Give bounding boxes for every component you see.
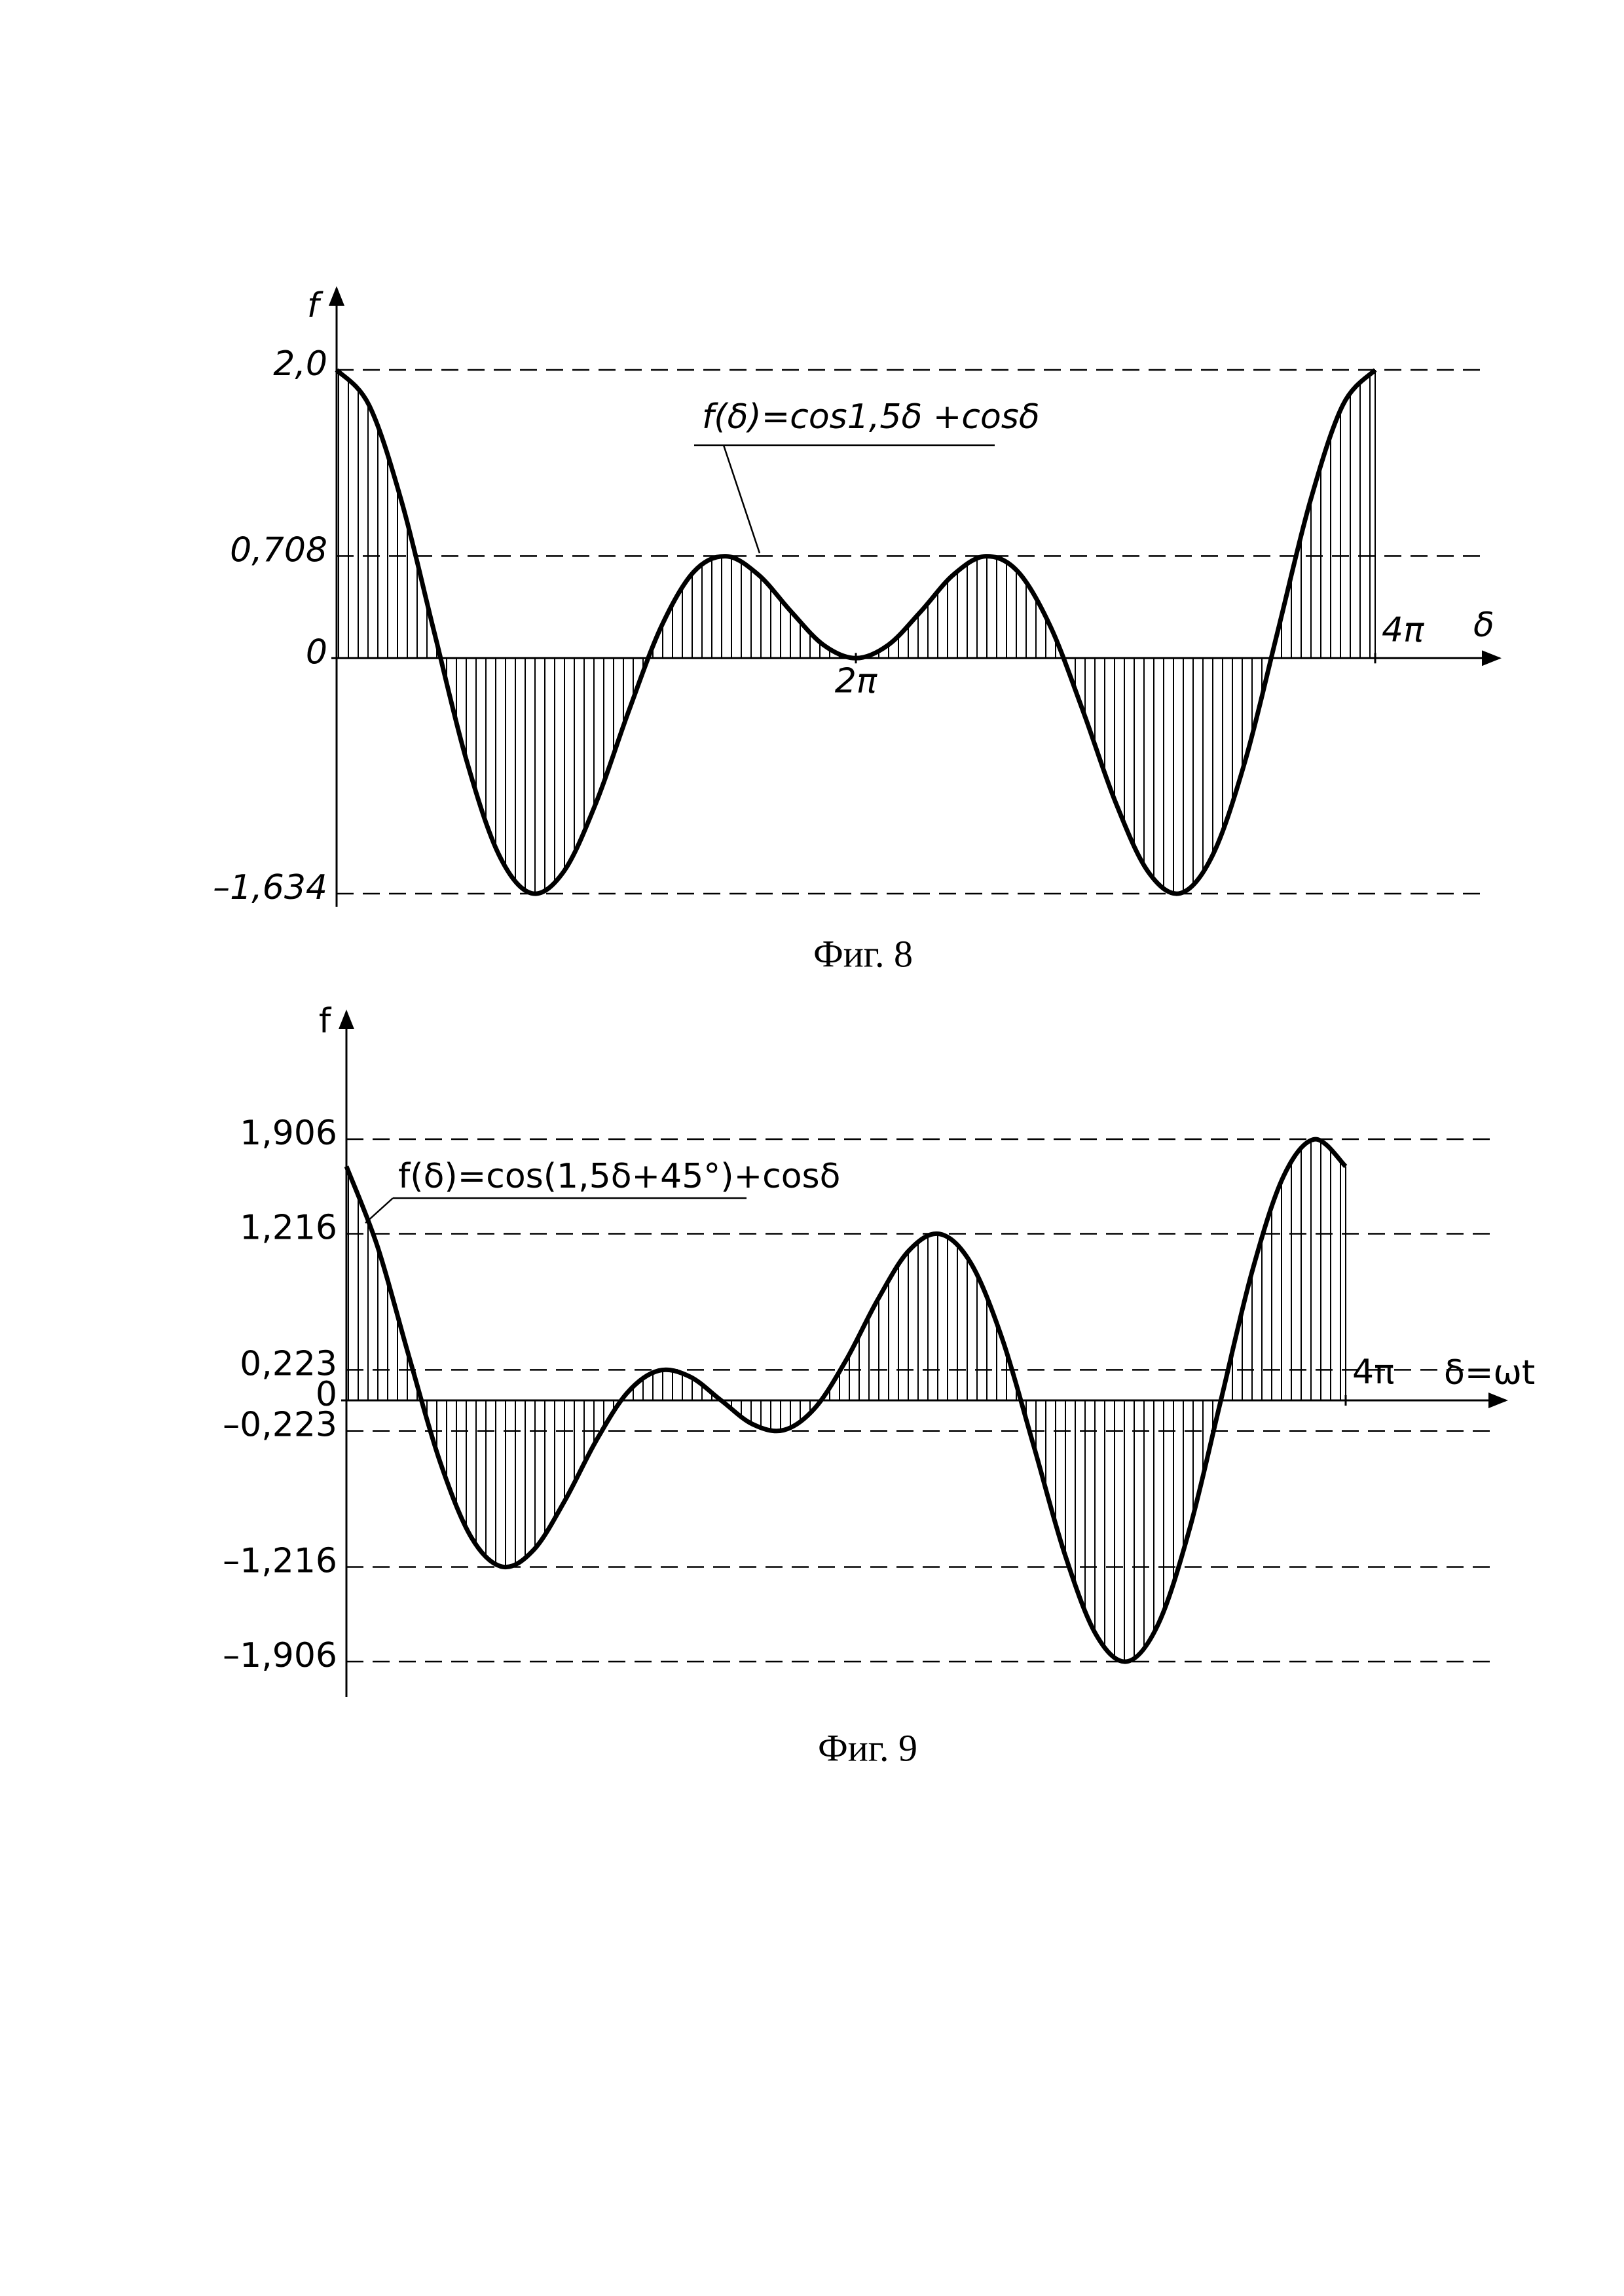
y-tick-label: 2,0 [273,344,327,384]
y-tick-label: –1,634 [213,868,327,907]
y-tick-label: –1,906 [223,1636,337,1675]
y-tick-label: –1,216 [223,1542,337,1581]
page: –1,634 0 0,708 2,0 2π 4π δ f f(δ)=cos1,5δ +cosδ Ф… [0,0,1624,2296]
formula-annotation: f(δ)=cos(1,5δ+45°)+cosδ [398,1157,840,1196]
y-tick-label: 0 [306,632,327,672]
figure-caption: Фиг. 8 [813,932,913,975]
x-axis-label: δ [1473,606,1494,645]
figure-caption: Фиг. 9 [818,1726,917,1769]
y-axis-label: f [307,286,323,325]
formula-annotation: f(δ)=cos1,5δ +cosδ [702,397,1040,437]
annotation-leader [724,445,760,553]
x-tick-label: 2π [835,661,877,701]
x-axis-label: δ=ωt [1444,1353,1535,1393]
y-tick-label: 1,906 [240,1114,337,1153]
y-tick-label: 1,216 [240,1208,337,1247]
figure-9: –1,906–1,216–0,22300,2231,2161,9064πδ=ωt… [223,1002,1535,1769]
y-tick-label: 0,708 [230,530,327,570]
x-tick-label: 4π [1352,1353,1394,1392]
annotation-leader [365,1198,393,1223]
y-tick-label: 0,223 [240,1344,337,1383]
hatched-area [337,370,1375,894]
x-tick-label: 4π [1382,610,1424,649]
y-axis-label: f [319,1002,332,1041]
figure-8: –1,634 0 0,708 2,0 2π 4π δ f f(δ)=cos1,5δ +cosδ Ф… [213,286,1500,975]
